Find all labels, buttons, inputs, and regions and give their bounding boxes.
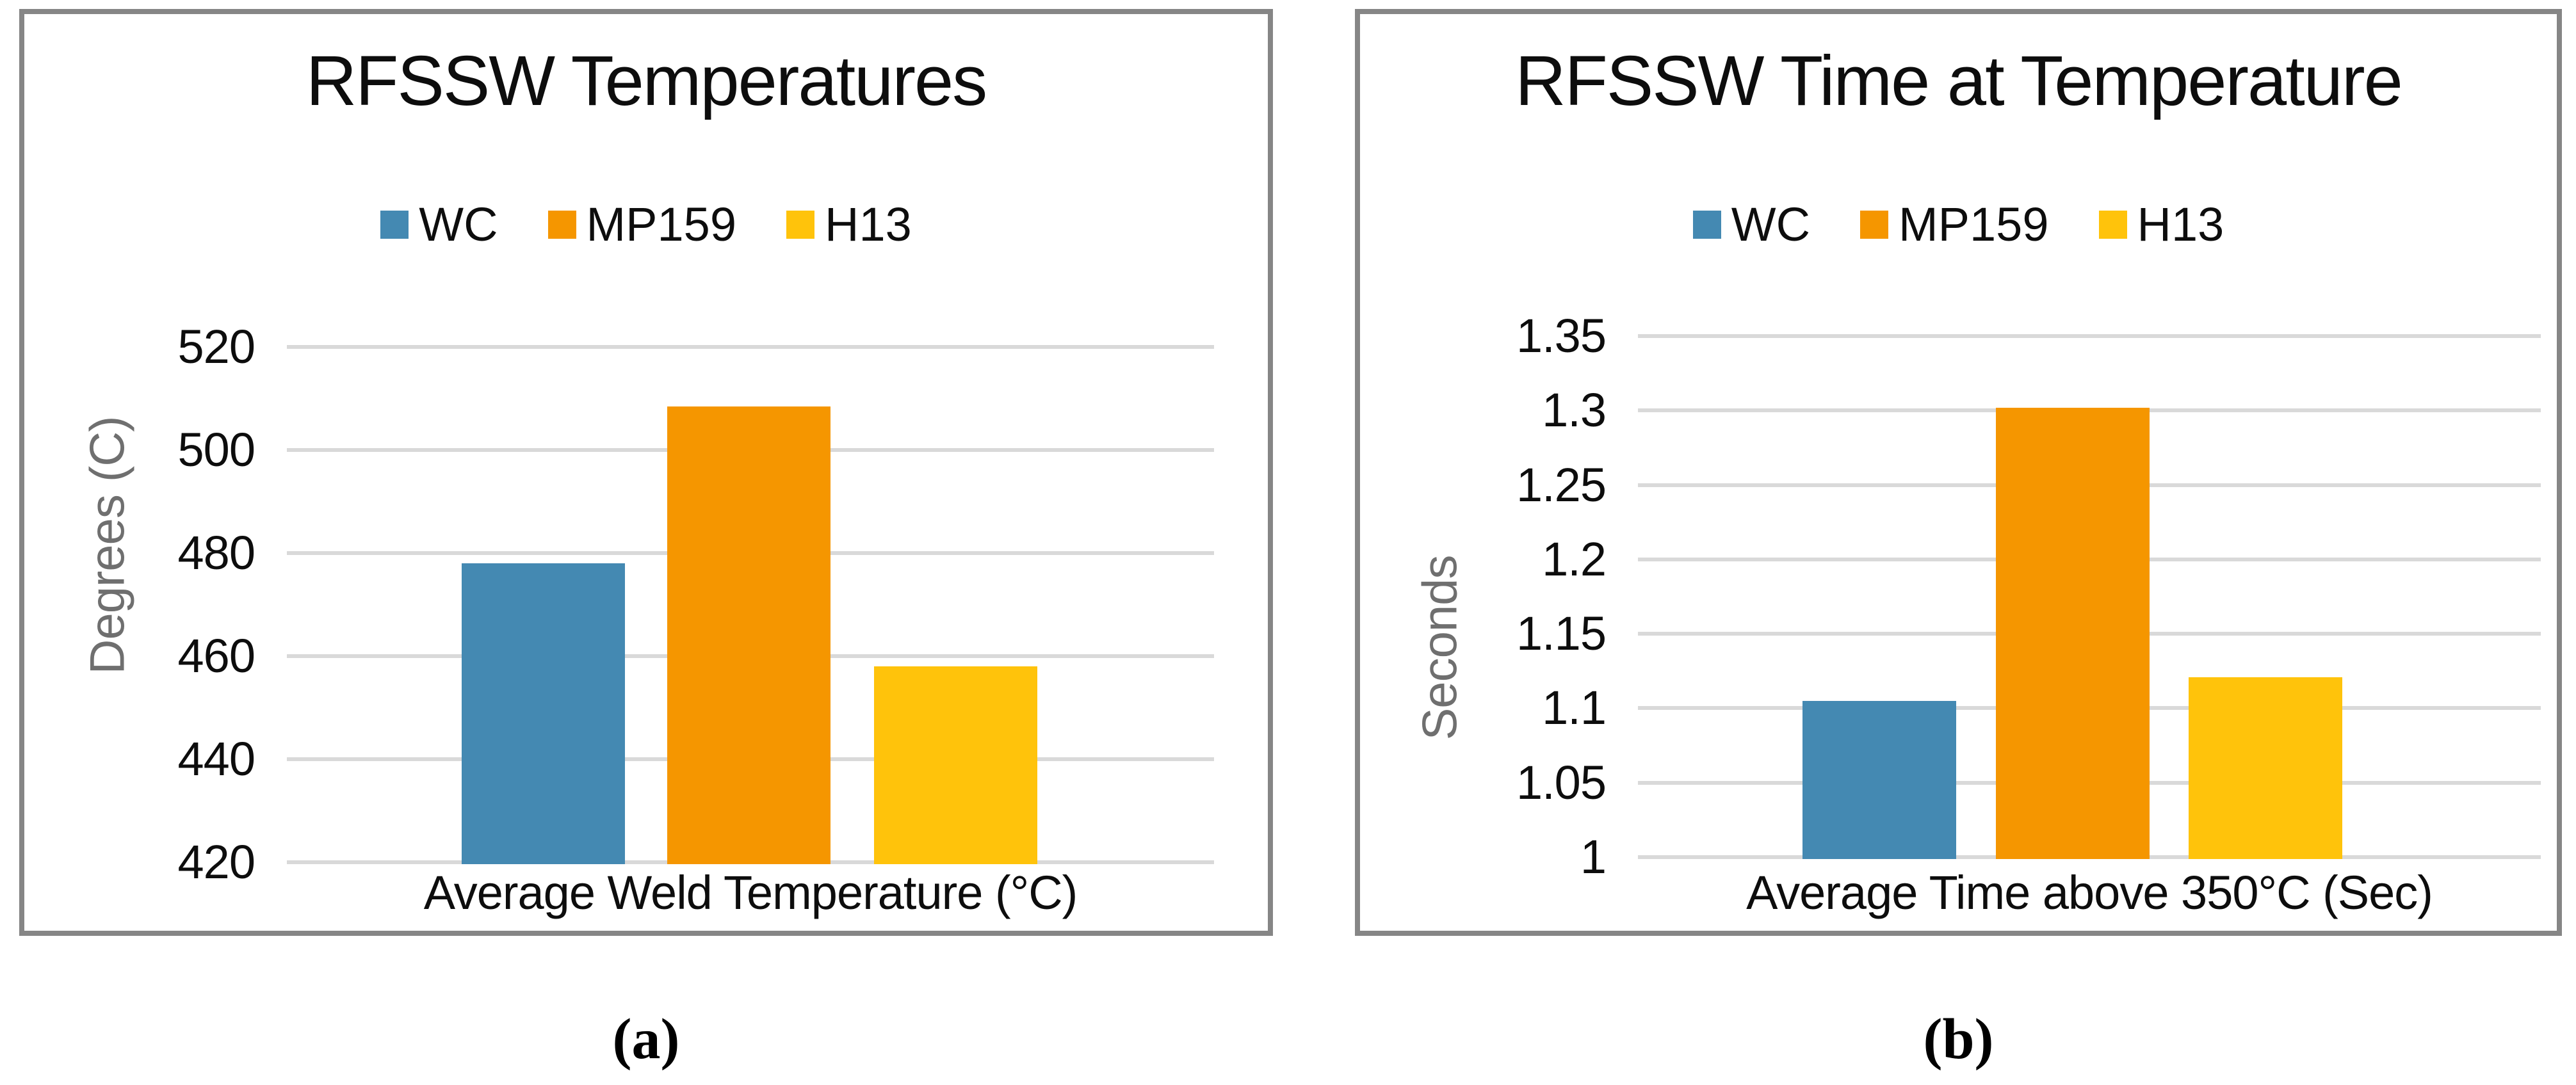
y-axis-title: Seconds bbox=[1413, 555, 1468, 741]
legend-item-mp159: MP159 bbox=[1860, 198, 2049, 251]
bar-wc bbox=[1802, 700, 1956, 859]
bar-h13 bbox=[2189, 677, 2342, 859]
y-tick-label: 500 bbox=[177, 423, 255, 476]
chart-panel-a: RFSSW Temperatures WC MP159 H13 420 440 46… bbox=[19, 9, 1273, 936]
legend-swatch-h13 bbox=[786, 211, 814, 239]
legend-label: H13 bbox=[2137, 198, 2224, 251]
bar-h13 bbox=[873, 666, 1037, 864]
x-axis-title: Average Weld Temperature (°C) bbox=[423, 866, 1078, 919]
y-tick-label: 1.15 bbox=[1516, 607, 1607, 661]
y-tick-label: 1.2 bbox=[1542, 532, 1607, 586]
panel-caption-a: (a) bbox=[612, 1008, 680, 1071]
bar-mp159 bbox=[1996, 407, 2150, 859]
chart-panel-b: RFSSW Time at Temperature WC MP159 H13 1… bbox=[1355, 9, 2562, 936]
legend: WC MP159 H13 bbox=[1360, 201, 2557, 248]
y-tick-label: 420 bbox=[177, 835, 255, 888]
gridline bbox=[287, 345, 1214, 349]
chart-title: RFSSW Temperatures bbox=[305, 42, 987, 120]
legend-item-wc: WC bbox=[1692, 198, 1811, 251]
x-axis-title: Average Time above 350°C (Sec) bbox=[1746, 866, 2433, 919]
y-tick-label: 1.35 bbox=[1516, 309, 1607, 362]
y-tick-label: 520 bbox=[177, 320, 255, 373]
chart-title: RFSSW Time at Temperature bbox=[1515, 42, 2403, 120]
y-tick-label: 480 bbox=[177, 526, 255, 579]
panel-caption-b: (b) bbox=[1923, 1008, 1994, 1071]
y-tick-label: 1.3 bbox=[1542, 383, 1607, 437]
y-tick-label: 460 bbox=[177, 629, 255, 682]
legend-label: H13 bbox=[825, 198, 912, 251]
legend-swatch-mp159 bbox=[547, 211, 576, 239]
y-tick-label: 1.25 bbox=[1516, 458, 1607, 511]
gridline bbox=[1638, 334, 2541, 338]
legend-item-mp159: MP159 bbox=[547, 198, 736, 251]
legend-label: WC bbox=[419, 198, 498, 251]
legend-swatch-wc bbox=[380, 211, 409, 239]
legend-item-wc: WC bbox=[380, 201, 498, 248]
legend: WC MP159 H13 bbox=[24, 201, 1268, 248]
legend-swatch-mp159 bbox=[1860, 211, 1889, 239]
y-tick-label: 1.05 bbox=[1516, 755, 1607, 809]
y-tick-label: 1.1 bbox=[1542, 681, 1607, 735]
legend-swatch-wc bbox=[1692, 211, 1721, 239]
y-tick-label: 440 bbox=[177, 732, 255, 785]
bar-mp159 bbox=[667, 406, 830, 864]
y-axis-title: Degrees (C) bbox=[80, 416, 135, 675]
legend-swatch-h13 bbox=[2098, 211, 2127, 239]
legend-label: MP159 bbox=[586, 198, 736, 251]
bar-wc bbox=[461, 563, 625, 864]
y-tick-label: 1 bbox=[1580, 830, 1607, 883]
legend-item-h13: H13 bbox=[2098, 198, 2224, 251]
legend-label: MP159 bbox=[1899, 198, 2049, 251]
legend-item-h13: H13 bbox=[786, 201, 912, 248]
legend-label: WC bbox=[1731, 198, 1811, 251]
